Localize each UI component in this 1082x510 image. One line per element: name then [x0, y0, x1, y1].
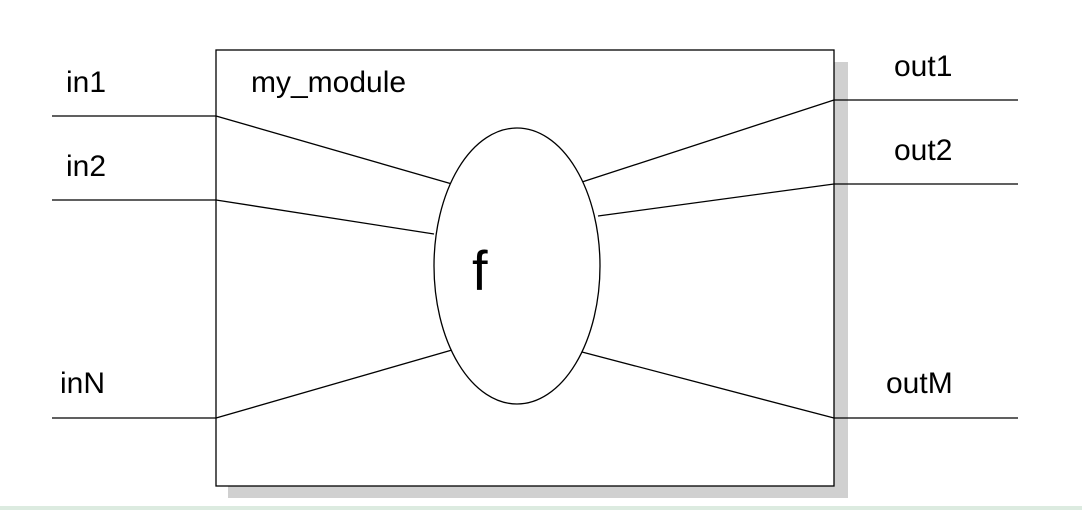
- input-label-1: in1: [66, 66, 106, 99]
- module-name-label: my_module: [251, 66, 406, 99]
- function-ellipse: [433, 127, 601, 405]
- connector-f-outM: [581, 351, 835, 419]
- function-label: f: [472, 239, 488, 302]
- output-label-m: outM: [886, 367, 953, 400]
- output-label-1: out1: [894, 50, 952, 83]
- input-label-2: in2: [66, 150, 106, 183]
- input-label-n: inN: [60, 367, 105, 400]
- output-label-2: out2: [894, 134, 952, 167]
- connector-inN-f: [215, 349, 453, 419]
- connector-in1-f: [215, 115, 453, 185]
- bottom-bar: [0, 506, 1082, 510]
- connector-in2-f: [215, 199, 435, 235]
- connector-f-out2: [597, 183, 835, 217]
- connector-f-out1: [581, 99, 835, 183]
